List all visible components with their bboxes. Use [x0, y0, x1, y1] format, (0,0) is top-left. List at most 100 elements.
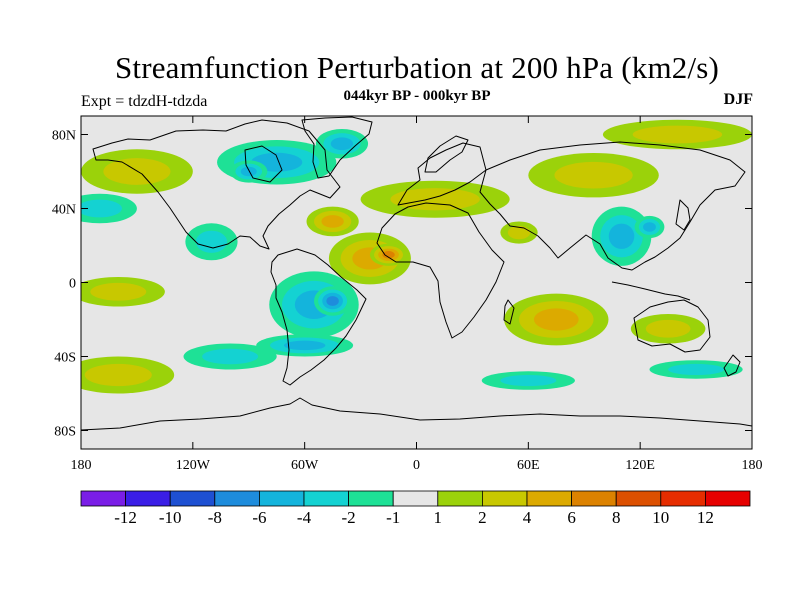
contour-level-neg-4	[330, 137, 354, 151]
colorbar-swatch	[258, 490, 305, 507]
coastline-antarctica	[81, 397, 752, 431]
colorbar-swatch	[169, 490, 216, 507]
coastline-north-america	[92, 119, 341, 250]
colorbar-label: 6	[567, 508, 576, 527]
contour-level-pos-2	[645, 319, 691, 338]
coastline-indonesia	[611, 281, 691, 301]
y-tick-label: 80N	[52, 129, 76, 144]
anomaly-arctic-high	[602, 119, 752, 150]
contour-level-neg-4	[283, 340, 326, 351]
contour-level-neg-6	[326, 296, 339, 306]
colorbar-label: -4	[297, 508, 312, 527]
colorbar-swatch	[214, 490, 260, 507]
anomaly-s-atlantic-low	[256, 334, 354, 357]
y-tick-label: 40N	[52, 203, 76, 218]
colorbar-label: 4	[523, 508, 532, 527]
x-tick-label: 60W	[291, 458, 319, 473]
anomaly-australia-high	[630, 313, 706, 344]
anomaly-w-atlantic-high	[306, 206, 359, 237]
y-tick-label: 80S	[54, 425, 76, 440]
colorbar-label: 10	[652, 508, 669, 527]
coastline-asia	[479, 141, 746, 271]
colorbar-swatch	[125, 490, 171, 507]
colorbar-label: 1	[434, 508, 443, 527]
colorbar-swatch	[615, 490, 662, 507]
colorbar: -12 -10 -8 -6 -4 -2 -1 1 2 4 6 8 10 12	[80, 490, 751, 527]
coastline-greenland	[301, 116, 373, 179]
x-tick-label: 180	[742, 458, 763, 473]
anomaly-asia-low	[591, 206, 652, 266]
x-tick-label: 120W	[176, 458, 211, 473]
contour-level-pos-2	[632, 125, 723, 144]
anomaly-siberia-high	[528, 153, 659, 198]
anomaly-n-africa-high	[360, 180, 510, 218]
experiment-label: Expt = tdzdH-tdzda	[81, 93, 208, 110]
colorbar-label: -1	[386, 508, 400, 527]
chart-title: Streamfunction Perturbation at 200 hPa (…	[114, 50, 720, 85]
coastlines	[81, 116, 752, 431]
anomaly-east-pac-low	[185, 223, 238, 261]
anomaly-pac-high-south	[81, 356, 175, 394]
colorbar-swatch	[80, 490, 126, 507]
colorbar-swatch	[660, 490, 706, 507]
anomaly-arabia-high	[500, 221, 538, 244]
coastline-europe	[397, 142, 487, 206]
colorbar-swatch	[303, 490, 349, 507]
coastline-africa	[376, 202, 505, 339]
coastline-scandinavia	[424, 135, 469, 173]
x-tick-label: 0	[413, 458, 420, 473]
coastline-hudson-bay	[244, 145, 283, 183]
coastline-new-zealand	[723, 354, 741, 377]
contour-level-neg-4	[643, 222, 656, 232]
contour-level-neg-2	[81, 199, 122, 218]
contour-level-neg-4	[240, 166, 257, 177]
x-tick-label: 60E	[517, 458, 540, 473]
chart-subtitle: 044kyr BP - 000kyr BP	[343, 88, 491, 104]
coastline-madagascar	[503, 299, 515, 325]
contour-level-pos-4	[533, 308, 579, 331]
coastline-australia	[633, 299, 711, 353]
coastline-south-america	[270, 248, 367, 386]
contour-level-pos-2	[554, 161, 633, 189]
axis-ticks: 180 120W 60W 0 60E 120E 180 80N 40N 0 40S 80S	[52, 116, 763, 473]
season-label: DJF	[723, 91, 753, 108]
anomaly-pac-low-sub	[81, 193, 137, 224]
anomaly-s-indian-high	[504, 293, 609, 346]
colorbar-swatch	[571, 490, 617, 507]
colorbar-swatch	[348, 490, 394, 507]
contour-level-neg-2	[668, 363, 725, 376]
colorbar-label: -12	[114, 508, 137, 527]
colorbar-label: -8	[208, 508, 222, 527]
contour-level-pos-2	[507, 225, 531, 240]
anomaly-brazil-low	[313, 286, 352, 316]
x-tick-label: 180	[71, 458, 92, 473]
anomaly-s-pac-low	[649, 360, 743, 379]
colorbar-swatch	[526, 490, 572, 507]
colorbar-label: -10	[159, 508, 182, 527]
anomaly-s-ocean-low	[481, 371, 575, 390]
colorbar-swatch	[481, 490, 528, 507]
colorbar-label: 8	[612, 508, 621, 527]
y-tick-label: 40S	[54, 351, 76, 366]
contour-level-neg-2	[195, 230, 228, 253]
contour-level-neg-2	[500, 375, 557, 387]
colorbar-swatch	[437, 490, 483, 507]
colorbar-swatch	[705, 490, 751, 507]
colorbar-swatch	[392, 490, 439, 507]
anomaly-greenland-low	[315, 128, 369, 159]
anomaly-hudson-low	[230, 160, 268, 183]
colorbar-label: 12	[697, 508, 714, 527]
contour-level-pos-2	[90, 282, 147, 301]
anomaly-sahara-high	[369, 243, 408, 266]
contour-level-pos-4	[321, 215, 344, 228]
contour-level-pos-6	[382, 251, 395, 259]
anomaly-pac-high-trop	[81, 276, 165, 307]
anomaly-se-pac-low	[183, 343, 277, 370]
anomaly-japan-low	[634, 215, 665, 239]
colorbar-label: -6	[252, 508, 266, 527]
colorbar-label: -2	[342, 508, 356, 527]
coastline-japan	[675, 199, 691, 231]
contour-level-pos-2	[84, 363, 152, 387]
contour-level-pos-2	[390, 188, 480, 211]
